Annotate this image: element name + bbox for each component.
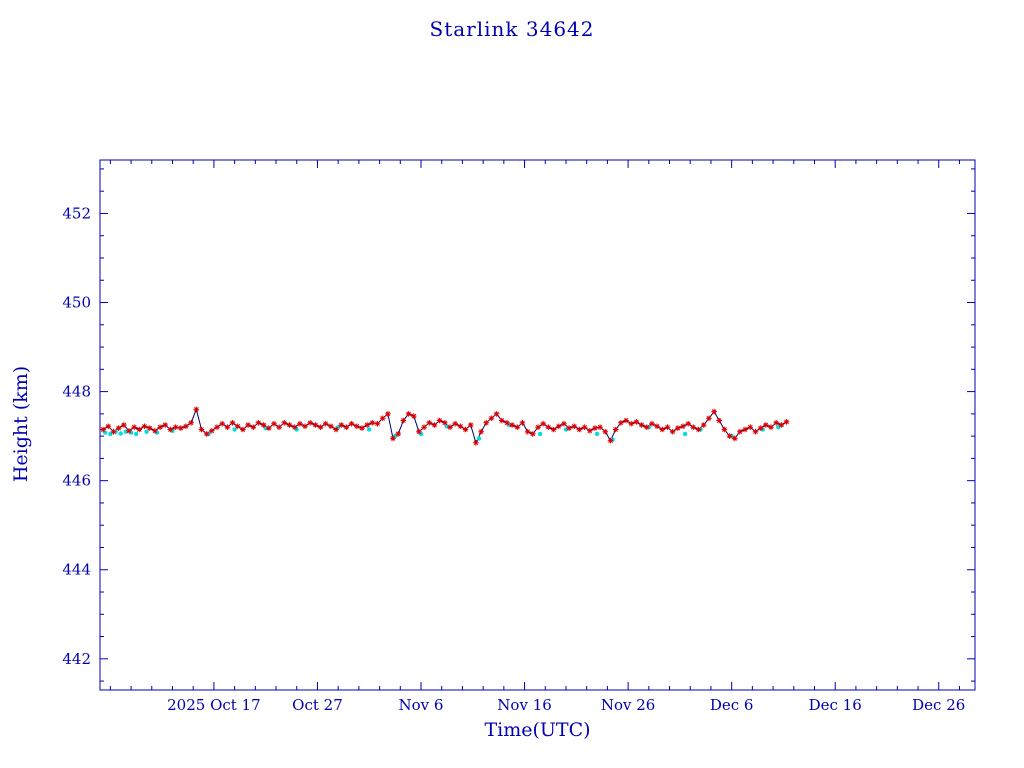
- plot-border: [99, 159, 976, 691]
- x-tick-label: Oct 27: [292, 696, 343, 714]
- y-tick-label: 442: [62, 650, 91, 668]
- cyan-dot-marker: [367, 427, 372, 432]
- cyan-dot-marker: [682, 431, 688, 437]
- x-tick-label: Dec 26: [912, 696, 965, 714]
- y-tick-label: 452: [62, 204, 91, 222]
- cyan-dot-marker: [144, 429, 149, 434]
- y-tick-label: 448: [62, 383, 91, 401]
- x-axis-ticks: 2025 Oct 17 Oct 27 Nov 6 Nov 16 Nov 26 Dec 6 D…: [167, 160, 965, 714]
- red-asterisk-markers: [100, 406, 790, 446]
- x-tick-label: Nov 16: [497, 696, 552, 714]
- cyan-dot-marker: [263, 425, 268, 431]
- cyan-dot-marker: [537, 431, 543, 437]
- x-tick-label: Nov 26: [601, 696, 656, 714]
- y-tick-label: 450: [62, 294, 91, 312]
- x-tick-label: Dec 16: [809, 696, 862, 714]
- y-tick-label: 444: [62, 561, 91, 579]
- x-axis-label: Time(UTC): [484, 719, 591, 741]
- cyan-dot-marker: [476, 436, 482, 441]
- cyan-dot-marker: [108, 431, 113, 437]
- y-tick-label: 446: [62, 472, 91, 490]
- x-tick-label: Nov 6: [399, 696, 444, 714]
- cyan-dot-marker: [134, 431, 139, 437]
- x-tick-label: Dec 6: [710, 696, 754, 714]
- x-tick-label: 2025 Oct 17: [167, 696, 261, 714]
- y-axis-ticks: 442 444 446 448 450 452: [62, 204, 975, 668]
- cyan-dot-marker: [776, 425, 781, 430]
- cyan-dot-marker: [103, 430, 108, 435]
- cyan-dot-marker: [118, 431, 123, 436]
- cyan-dot-marker: [232, 427, 237, 432]
- cyan-dot-marker: [594, 431, 600, 437]
- chart-title: Starlink 34642: [429, 17, 595, 41]
- minor-ticks: [100, 160, 975, 690]
